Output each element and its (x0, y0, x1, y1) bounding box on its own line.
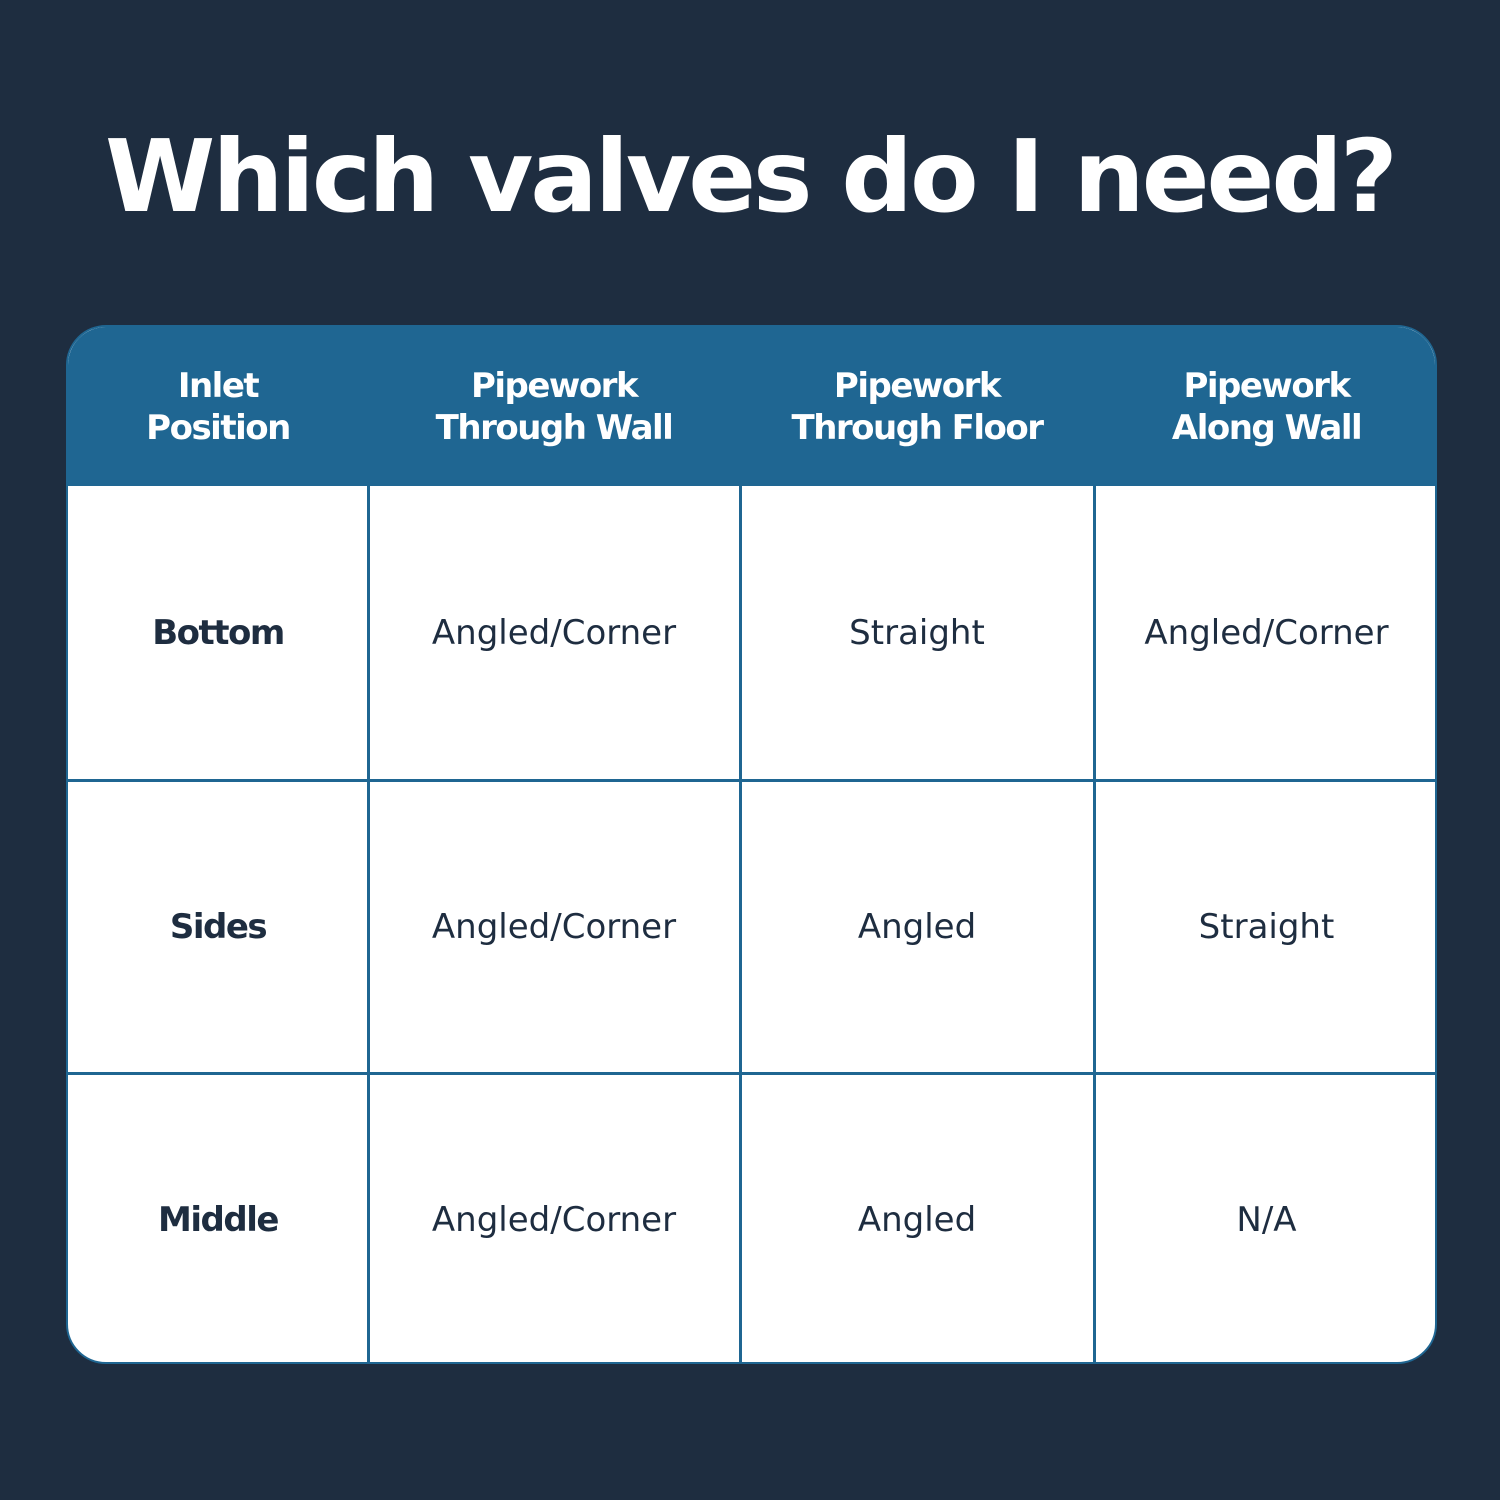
column-header: Pipework Through Wall (435, 365, 674, 448)
column-header: Pipework Through Floor (791, 365, 1044, 448)
page-title: Which valves do I need? (105, 118, 1398, 235)
table-header: Inlet Position Pipework Through Wall Pipewor… (68, 327, 1435, 486)
row-divider (68, 779, 1435, 782)
row-header: Bottom (152, 613, 285, 653)
table-cell: Angled/Corner (431, 613, 677, 653)
column-header: Pipework Along Wall (1171, 365, 1363, 448)
table-cell: Angled (857, 906, 977, 947)
table-cell: N/A (1236, 1199, 1297, 1240)
row-divider (68, 1072, 1435, 1075)
column-divider (739, 486, 742, 1362)
column-header: Inlet Position (146, 365, 291, 448)
row-header: Middle (158, 1199, 279, 1240)
column-divider (1093, 486, 1096, 1362)
table-cell: Angled/Corner (1144, 613, 1389, 653)
table-cell: Straight (849, 613, 985, 653)
table-cell: Straight (1198, 906, 1335, 947)
table-cell: Angled/Corner (431, 906, 677, 947)
valve-table: Inlet Position Pipework Through Wall Pipewor… (66, 325, 1437, 1364)
table-cell: Angled/Corner (431, 1199, 677, 1240)
table-cell: Angled (857, 1199, 977, 1240)
row-header: Sides (169, 906, 268, 947)
column-divider (367, 486, 370, 1362)
